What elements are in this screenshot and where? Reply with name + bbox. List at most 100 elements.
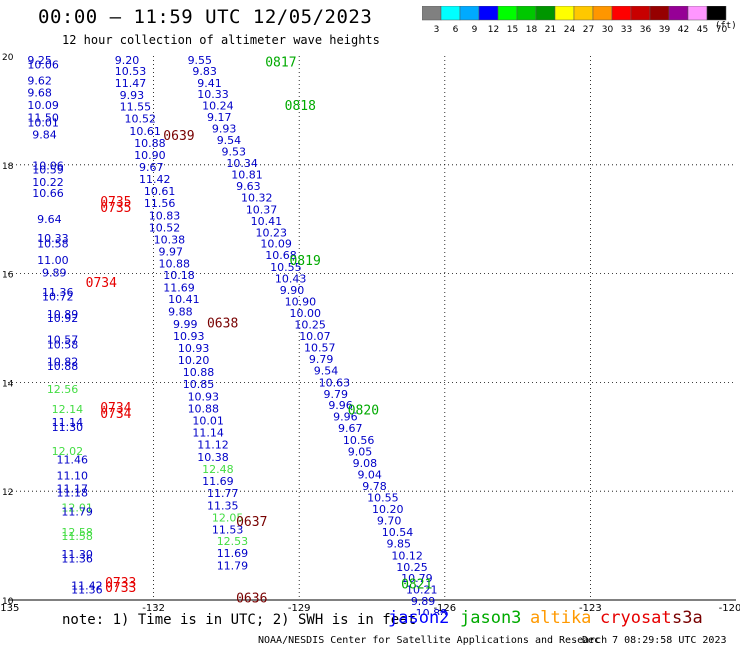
pass-time-label: 0733 [105, 581, 136, 596]
wave-height-value: 10.61 [144, 185, 176, 198]
wave-height-value: 10.68 [265, 249, 297, 262]
wave-height-value: 10.90 [285, 295, 317, 308]
wave-height-value: 9.84 [32, 128, 57, 141]
wave-height-value: 10.88 [416, 607, 448, 615]
wave-height-value: 12.58 [61, 526, 93, 539]
wave-height-value: 10.52 [149, 221, 181, 234]
pass-time-label: 0820 [348, 404, 379, 419]
wave-height-value: 11.47 [115, 77, 147, 90]
wave-height-value: 10.55 [270, 261, 302, 274]
wave-height-value: 10.63 [319, 376, 351, 389]
wave-height-value: 10.41 [251, 215, 283, 228]
wave-height-value: 11.00 [37, 254, 68, 267]
wave-height-value: 11.42 [71, 579, 103, 592]
wave-height-value: 10.58 [37, 238, 68, 251]
wave-height-value: 9.62 [27, 74, 52, 87]
pass-time-label: 0821 [401, 578, 432, 593]
color-scale-tick: 24 [564, 25, 576, 35]
pass-time-label: 0639 [163, 129, 194, 144]
wave-height-value: 10.54 [382, 526, 414, 539]
wave-height-value: 11.58 [61, 530, 93, 543]
wave-height-value: 10.22 [32, 176, 64, 189]
y-tick-label: 20 [2, 53, 14, 63]
wave-height-value: 9.68 [27, 86, 52, 99]
wave-height-value: 10.72 [42, 290, 73, 303]
wave-height-value: 10.57 [304, 342, 336, 355]
wave-height-value: 9.96 [328, 399, 353, 412]
color-scale-tick: 18 [526, 25, 538, 35]
wave-height-value: 9.54 [314, 364, 339, 377]
pass-time-label: 0734 [100, 407, 131, 422]
wave-height-value: 9.67 [139, 161, 164, 174]
wave-height-value: 11.17 [57, 482, 89, 495]
wave-height-value: 11.56 [144, 197, 176, 210]
wave-height-value: 10.93 [178, 342, 210, 355]
wave-height-value: 9.05 [348, 445, 373, 458]
y-tick-label: 14 [2, 379, 14, 389]
wave-height-value: 9.08 [353, 457, 378, 470]
wave-height-value: 11.55 [120, 101, 152, 114]
wave-height-value: 9.89 [411, 595, 436, 608]
wave-height-value: 10.37 [246, 203, 278, 216]
color-swatch [706, 6, 727, 21]
wave-height-value: 12.01 [61, 502, 93, 515]
color-scale-tick: 6 [453, 25, 459, 35]
wave-height-value: 11.10 [57, 469, 89, 482]
legend-jason3: jason3 [460, 608, 522, 628]
wave-height-value: 10.25 [396, 561, 428, 574]
x-tick-label: -132 [142, 603, 165, 614]
wave-height-value: 10.41 [168, 293, 200, 306]
pass-time-label: 0817 [265, 55, 296, 70]
wave-height-value: 11.77 [207, 487, 239, 500]
wave-height-value: 9.67 [338, 422, 363, 435]
wave-height-value: 10.88 [188, 403, 220, 416]
color-scale-tick: 15 [507, 25, 518, 35]
chart-title: 00:00 – 11:59 UTC 12/05/2023 [38, 6, 373, 28]
color-scale-unit: (ft) [715, 21, 737, 31]
wave-height-value: 9.41 [197, 77, 222, 90]
wave-height-value: 11.79 [61, 505, 93, 518]
color-scale-tick: 27 [583, 25, 594, 35]
wave-height-value: 9.93 [212, 122, 237, 135]
x-tick-label: -126 [433, 603, 456, 614]
generation-timestamp: Dec 7 08:29:58 UTC 2023 [582, 635, 727, 646]
wave-height-value: 10.93 [173, 330, 205, 343]
y-tick-label: 18 [2, 162, 14, 172]
color-scale-tick: 39 [659, 25, 671, 35]
wave-height-value: 10.55 [367, 492, 399, 505]
wave-height-value: 10.52 [124, 113, 156, 126]
wave-height-value: 10.20 [372, 503, 404, 516]
wave-height-value: 9.55 [188, 54, 213, 67]
color-scale-tick: 3 [434, 25, 440, 35]
wave-height-value: 10.81 [231, 169, 263, 182]
wave-height-value: 11.14 [192, 426, 224, 439]
wave-height-value: 10.34 [226, 157, 258, 170]
color-scale-tick: 33 [621, 25, 632, 35]
wave-height-value: 9.64 [37, 213, 62, 226]
wave-height-value: 12.53 [217, 535, 249, 548]
y-tick-label: 10 [2, 597, 14, 607]
color-scale-tick: 70 [716, 25, 728, 35]
wave-height-value: 10.58 [47, 338, 79, 351]
color-scale-tick: 30 [602, 25, 614, 35]
wave-height-value: 11.14 [52, 416, 84, 429]
wave-height-value: 11.30 [52, 421, 84, 434]
color-scale-tick: 45 [697, 25, 708, 35]
wave-height-value: 9.63 [236, 180, 261, 193]
wave-height-value: 11.36 [71, 584, 103, 597]
wave-height-value: 12.48 [202, 463, 234, 476]
x-tick-label: -120 [719, 603, 740, 614]
wave-height-value: 10.88 [158, 257, 190, 270]
wave-height-value: 9.25 [27, 54, 52, 67]
legend-s3a: s3a [672, 608, 703, 628]
wave-height-value: 10.06 [27, 59, 59, 72]
wave-height-value: 10.90 [134, 149, 166, 162]
wave-height-value: 9.85 [387, 537, 412, 550]
color-scale-tick: 42 [678, 25, 689, 35]
wave-height-value: 9.99 [173, 318, 198, 331]
wave-height-value: 9.78 [362, 480, 387, 493]
wave-height-value: 10.56 [343, 434, 375, 447]
wave-height-value: 10.82 [47, 356, 79, 369]
wave-height-value: 12.05 [212, 511, 244, 524]
wave-height-value: 10.59 [32, 164, 64, 177]
